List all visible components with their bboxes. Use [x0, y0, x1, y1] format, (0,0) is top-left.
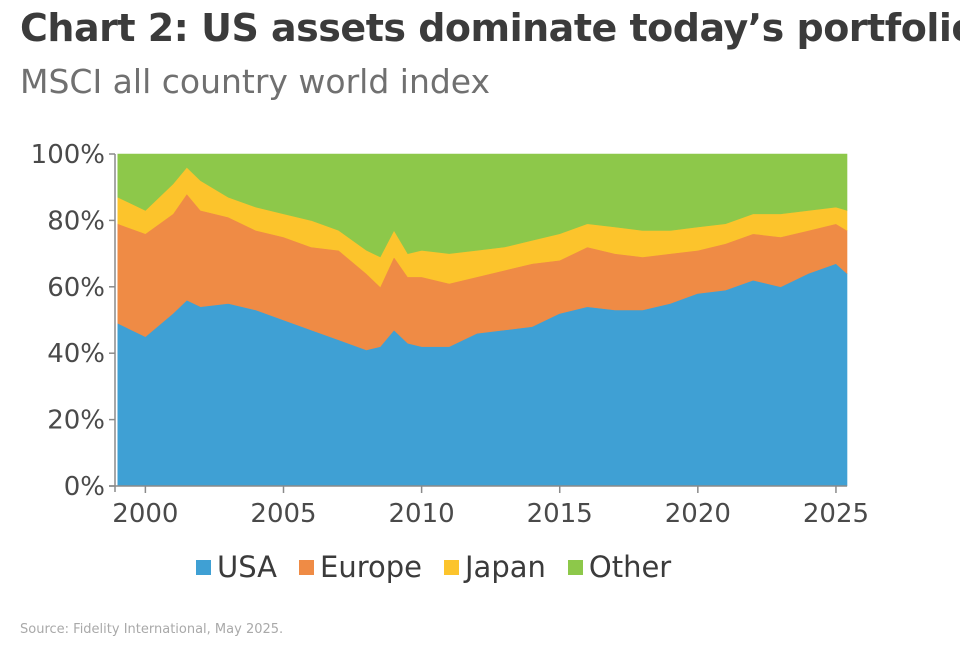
legend-swatch-other [567, 559, 583, 575]
legend-item-japan: Japan [444, 550, 546, 584]
y-tick-label: 0% [64, 472, 105, 502]
legend-label-europe: Europe [320, 550, 422, 584]
y-tick-label: 100% [31, 140, 105, 170]
y-tick-label: 80% [47, 206, 105, 236]
legend-item-europe: Europe [299, 550, 422, 584]
legend-swatch-usa [196, 559, 211, 575]
plot-areas [117, 153, 848, 487]
chart-ticks: 0% 20% 40% 60% 80% 100% 2000 2005 2010 2015 2020 20… [31, 140, 869, 529]
chart-title: Chart 2: US assets dominate today’s port… [20, 6, 960, 50]
chart-axes [109, 154, 847, 492]
chart-subtitle: MSCI all country world index [20, 62, 491, 101]
y-tick-label: 40% [47, 339, 105, 369]
legend-label-other: Other [588, 550, 672, 584]
x-tick-label: 2020 [665, 499, 731, 529]
x-tick-label: 2000 [112, 499, 178, 529]
x-tick-label: 2005 [250, 499, 316, 529]
legend-item-usa: USA [196, 550, 277, 584]
y-tick-label: 20% [47, 406, 105, 436]
legend-swatch-japan [444, 559, 459, 575]
chart-legend: USA Europe Japan Other [196, 550, 671, 584]
legend-label-usa: USA [217, 550, 278, 584]
area-other [117, 153, 848, 258]
x-tick-label: 2010 [389, 499, 455, 529]
y-tick-label: 60% [47, 273, 105, 303]
x-tick-label: 2025 [803, 499, 869, 529]
legend-label-japan: Japan [465, 550, 546, 584]
legend-item-other: Other [567, 550, 672, 584]
legend-swatch-europe [299, 559, 315, 575]
x-tick-label: 2015 [527, 499, 593, 529]
source-note: Source: Fidelity International, May 2025… [20, 622, 284, 637]
